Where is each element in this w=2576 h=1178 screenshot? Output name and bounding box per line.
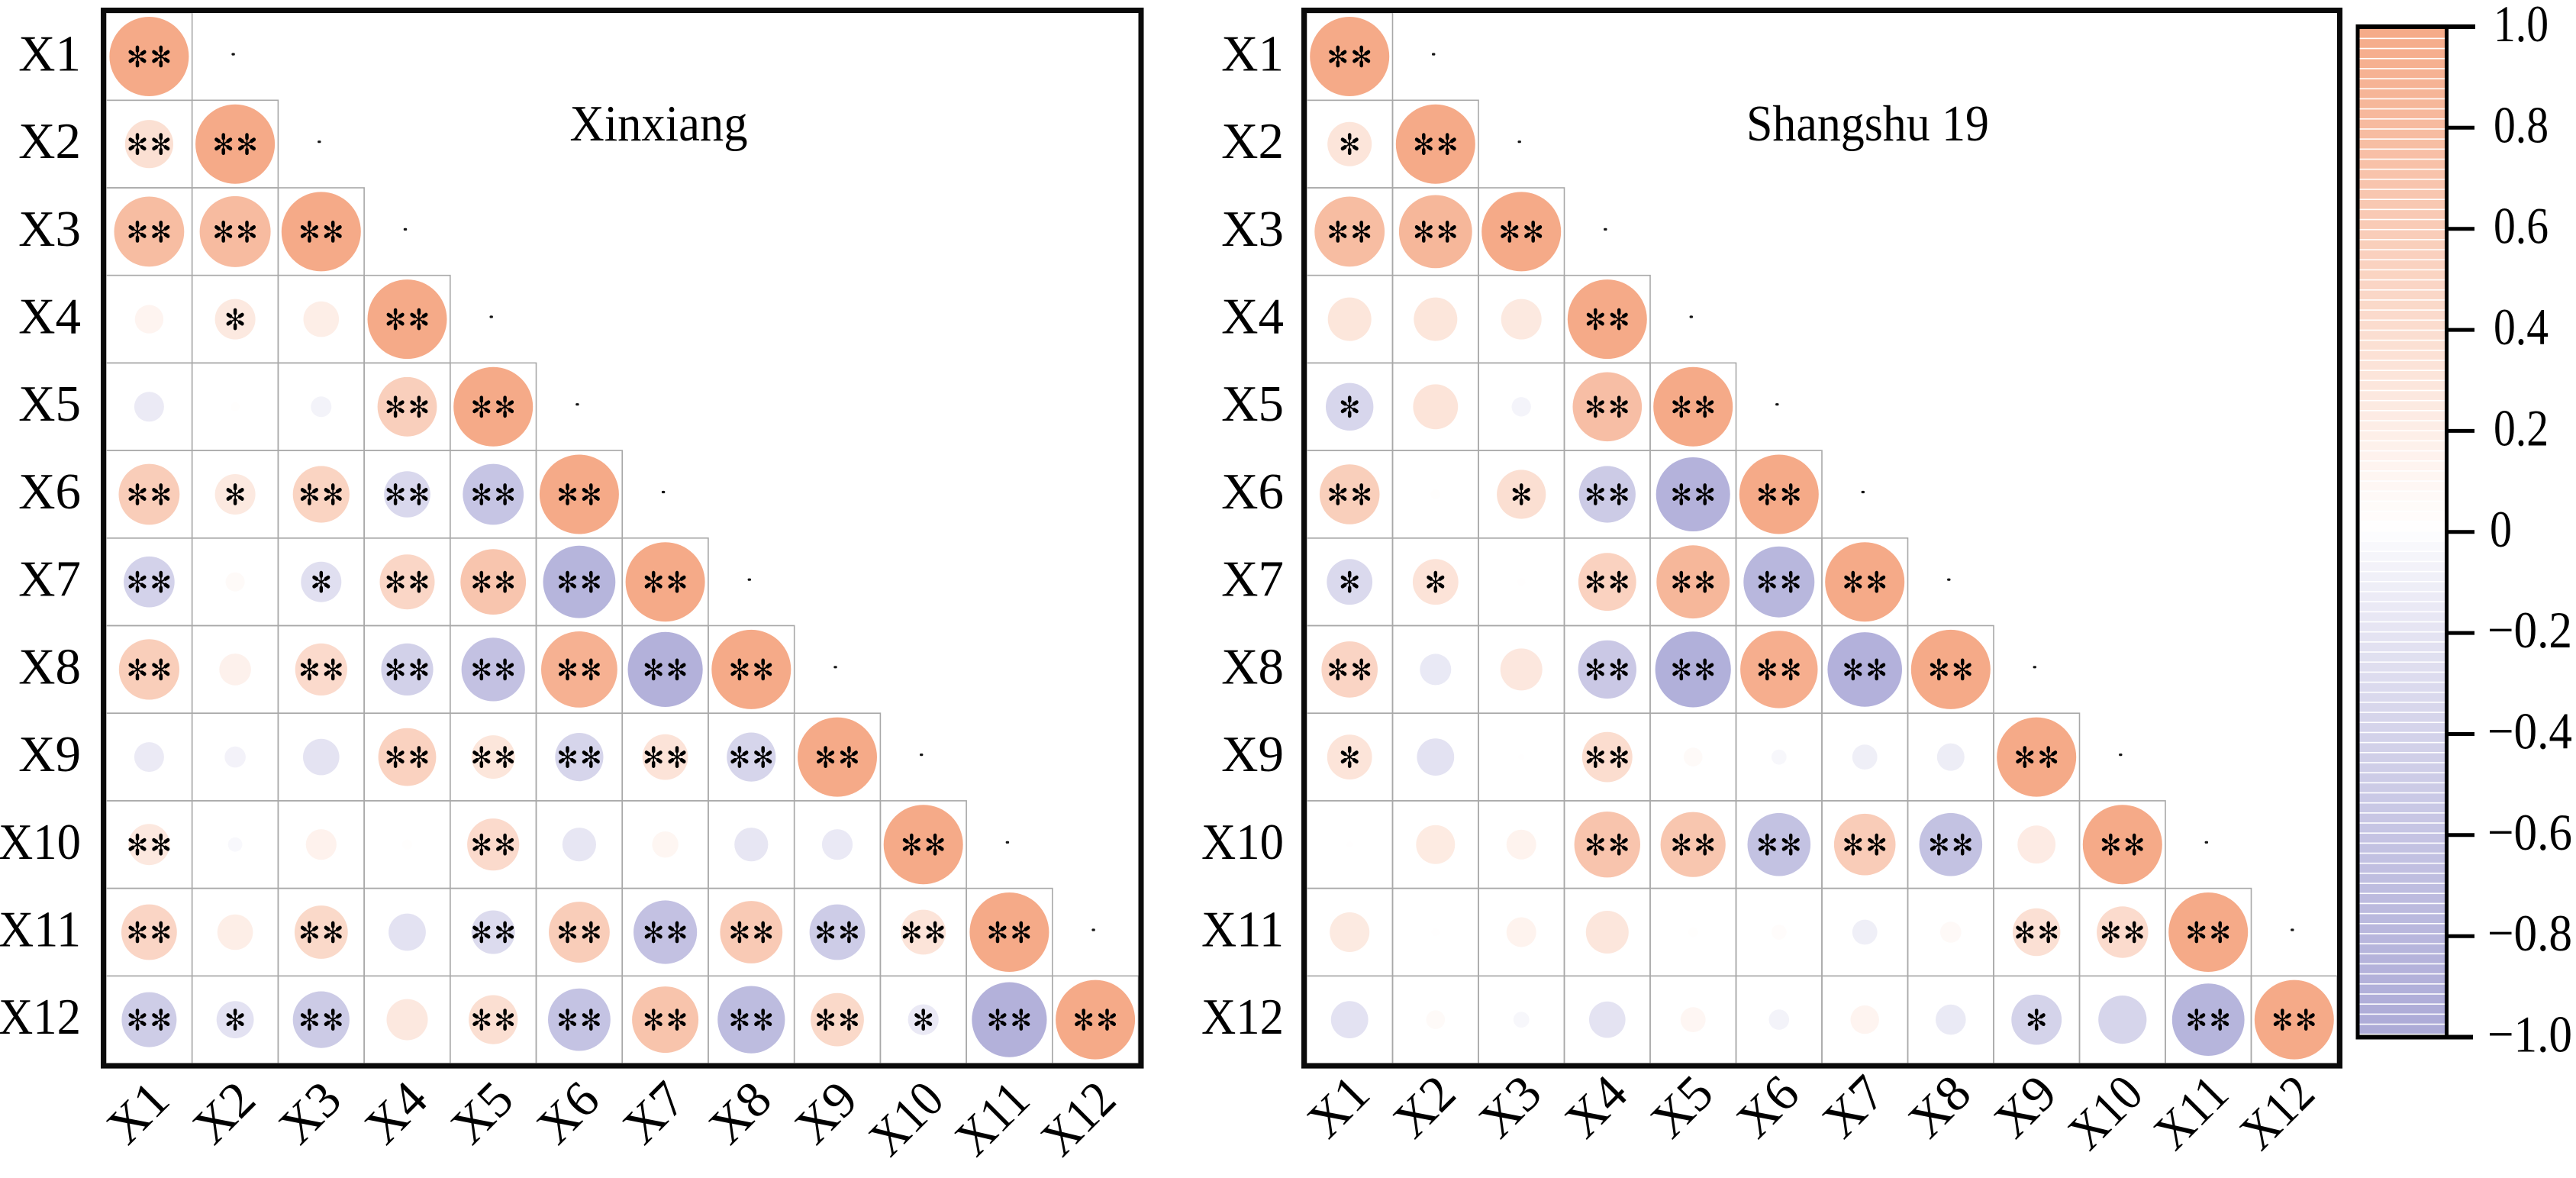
svg-text:1.0: 1.0 bbox=[2494, 0, 2549, 53]
svg-text:X8: X8 bbox=[18, 638, 81, 695]
svg-text:−0.2: −0.2 bbox=[2487, 601, 2572, 659]
svg-text:X10: X10 bbox=[1201, 814, 1284, 870]
svg-text:X12: X12 bbox=[0, 989, 81, 1045]
svg-text:X11: X11 bbox=[1201, 902, 1284, 958]
svg-text:X7: X7 bbox=[1221, 551, 1284, 608]
svg-text:−1.0: −1.0 bbox=[2487, 1005, 2572, 1063]
svg-text:X1: X1 bbox=[18, 26, 81, 82]
svg-text:0: 0 bbox=[2490, 500, 2512, 558]
svg-text:−0.4: −0.4 bbox=[2487, 702, 2572, 760]
svg-text:0.4: 0.4 bbox=[2494, 298, 2549, 356]
svg-text:−0.8: −0.8 bbox=[2487, 904, 2572, 962]
svg-text:X2: X2 bbox=[18, 113, 81, 169]
svg-text:X4: X4 bbox=[1221, 289, 1284, 345]
svg-text:X9: X9 bbox=[18, 726, 81, 783]
svg-text:X12: X12 bbox=[1201, 989, 1284, 1045]
svg-text:X11: X11 bbox=[0, 902, 81, 958]
svg-text:X6: X6 bbox=[1221, 463, 1284, 520]
svg-text:X9: X9 bbox=[1221, 726, 1284, 783]
svg-text:Shangshu 19: Shangshu 19 bbox=[1746, 95, 1989, 152]
svg-text:X5: X5 bbox=[1221, 376, 1284, 432]
svg-text:0.8: 0.8 bbox=[2494, 95, 2549, 153]
svg-text:X5: X5 bbox=[18, 376, 81, 432]
svg-text:X10: X10 bbox=[0, 814, 81, 870]
svg-text:X1: X1 bbox=[1221, 26, 1284, 82]
svg-text:X3: X3 bbox=[18, 201, 81, 257]
svg-text:0.2: 0.2 bbox=[2494, 399, 2549, 457]
svg-text:X7: X7 bbox=[18, 551, 81, 608]
svg-text:X8: X8 bbox=[1221, 638, 1284, 695]
svg-text:X4: X4 bbox=[18, 289, 81, 345]
svg-text:Xinxiang: Xinxiang bbox=[570, 95, 748, 152]
svg-text:0.6: 0.6 bbox=[2494, 197, 2549, 255]
svg-text:X3: X3 bbox=[1221, 201, 1284, 257]
svg-text:X2: X2 bbox=[1221, 113, 1284, 169]
svg-text:−0.6: −0.6 bbox=[2487, 803, 2572, 861]
svg-text:X6: X6 bbox=[18, 463, 81, 520]
